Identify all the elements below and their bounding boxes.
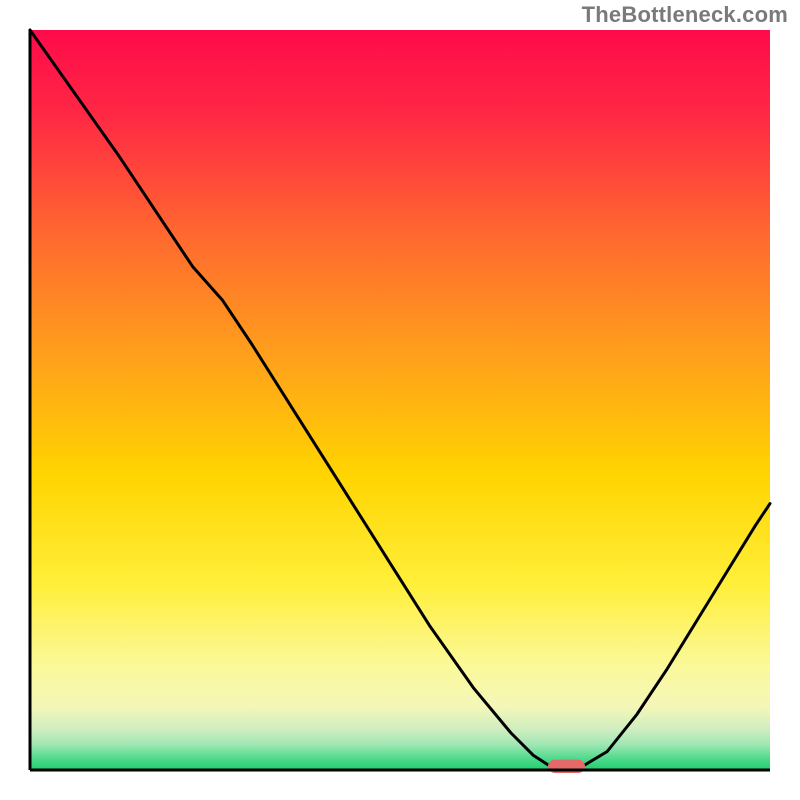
chart-container: TheBottleneck.com xyxy=(0,0,800,800)
bottleneck-chart xyxy=(0,0,800,800)
plot-background xyxy=(30,30,770,770)
watermark-text: TheBottleneck.com xyxy=(582,2,788,28)
